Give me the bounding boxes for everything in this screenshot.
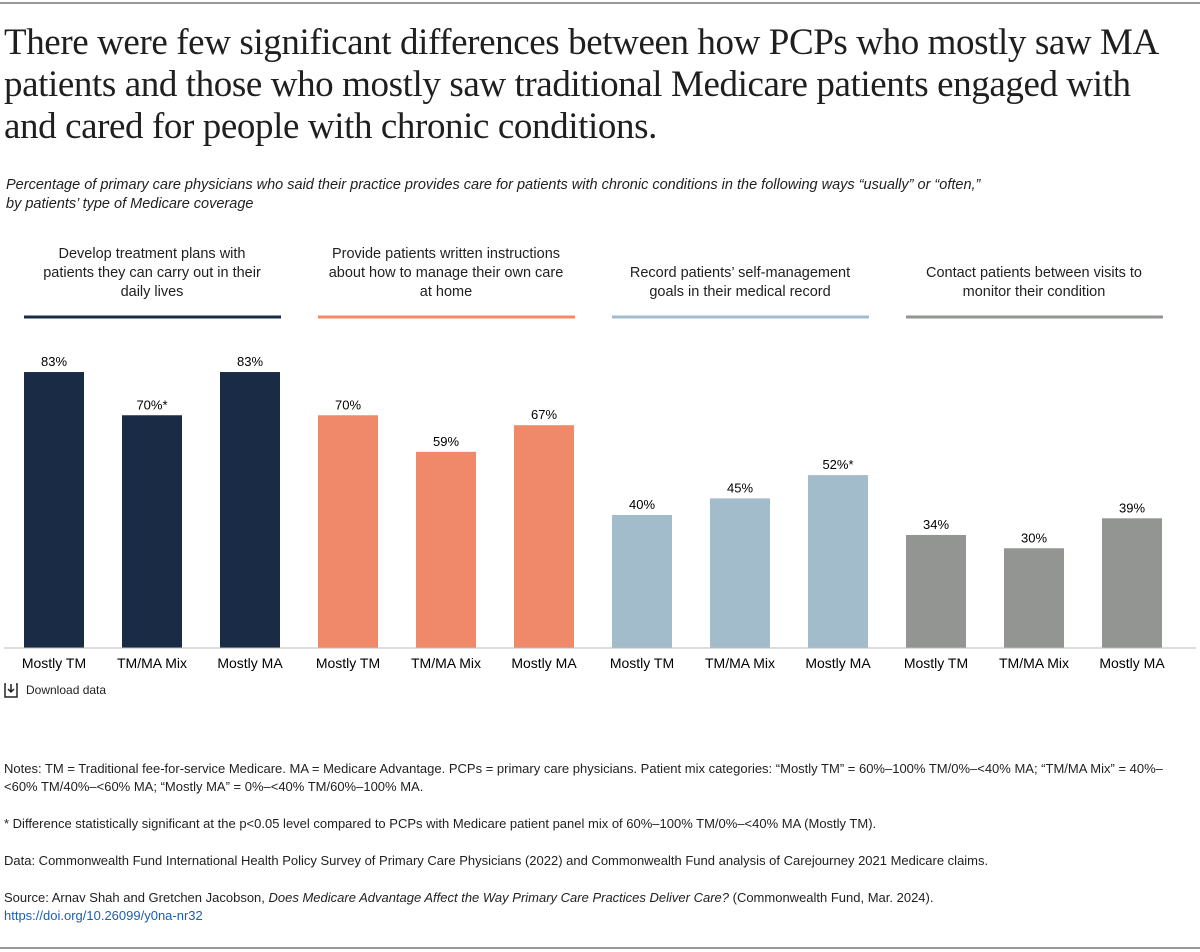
value-label: 52%* [822, 457, 853, 472]
download-icon [4, 683, 18, 698]
group-title: Contact patients between visits to monit… [925, 265, 1142, 300]
source-title: Does Medicare Advantage Affect the Way P… [268, 890, 729, 905]
bar [710, 498, 770, 648]
bar [612, 515, 672, 648]
value-label: 34% [923, 517, 949, 532]
bar [416, 451, 476, 648]
group-title: Record patients’ self-management goals i… [629, 265, 851, 300]
title-line: and cared for people with chronic condit… [4, 106, 657, 147]
data-note: Data: Commonwealth Fund International He… [4, 853, 989, 868]
subtitle: Percentage of primary care physicians wh… [6, 176, 980, 214]
value-label: 83% [41, 354, 67, 369]
category-label: Mostly MA [217, 655, 283, 671]
bar [1004, 548, 1064, 648]
source-suffix: (Commonwealth Fund, Mar. 2024). [729, 890, 934, 905]
category-label: TM/MA Mix [705, 655, 775, 671]
category-label: Mostly MA [805, 655, 871, 671]
bar [906, 534, 966, 648]
category-label: Mostly TM [22, 655, 86, 671]
value-label: 45% [727, 480, 753, 495]
category-label: TM/MA Mix [999, 655, 1069, 671]
bar [1102, 518, 1162, 648]
source-link[interactable]: https://doi.org/10.26099/y0na-nr32 [4, 908, 203, 923]
title: There were few significant differences b… [4, 22, 1159, 148]
notes: Notes: TM = Traditional fee-for-service … [4, 760, 1194, 925]
category-label: Mostly TM [316, 655, 380, 671]
value-label: 59% [433, 434, 459, 449]
subtitle-line: by patients’ type of Medicare coverage [6, 196, 254, 212]
group-title: Provide patients written instructions ab… [328, 246, 564, 300]
source: Source: Arnav Shah and Gretchen Jacobson… [4, 889, 1194, 925]
title-line: patients and those who mostly saw tradit… [4, 64, 1131, 105]
category-label: Mostly TM [904, 655, 968, 671]
notes-text: Notes: TM = Traditional fee-for-service … [4, 761, 1163, 794]
value-label: 39% [1119, 500, 1145, 515]
download-button[interactable]: Download data [4, 682, 106, 698]
bar [514, 425, 574, 648]
value-label: 70%* [136, 397, 167, 412]
significance-note: * Difference statistically significant a… [4, 816, 877, 831]
value-label: 67% [531, 407, 557, 422]
value-label: 30% [1021, 530, 1047, 545]
category-label: TM/MA Mix [411, 655, 481, 671]
title-line: There were few significant differences b… [4, 22, 1159, 63]
category-label: Mostly MA [1099, 655, 1165, 671]
bar [122, 415, 182, 648]
bar [24, 372, 84, 648]
category-label: Mostly TM [610, 655, 674, 671]
bar [808, 475, 868, 648]
value-label: 83% [237, 354, 263, 369]
category-label: Mostly MA [511, 655, 577, 671]
value-label: 70% [335, 397, 361, 412]
bar [220, 372, 280, 648]
group-title: Develop treatment plans with patients th… [43, 246, 261, 300]
value-label: 40% [629, 497, 655, 512]
bar [318, 415, 378, 648]
source-prefix: Source: Arnav Shah and Gretchen Jacobson… [4, 890, 269, 905]
subtitle-line: Percentage of primary care physicians wh… [6, 177, 981, 193]
download-label: Download data [26, 683, 107, 697]
category-label: TM/MA Mix [117, 655, 187, 671]
